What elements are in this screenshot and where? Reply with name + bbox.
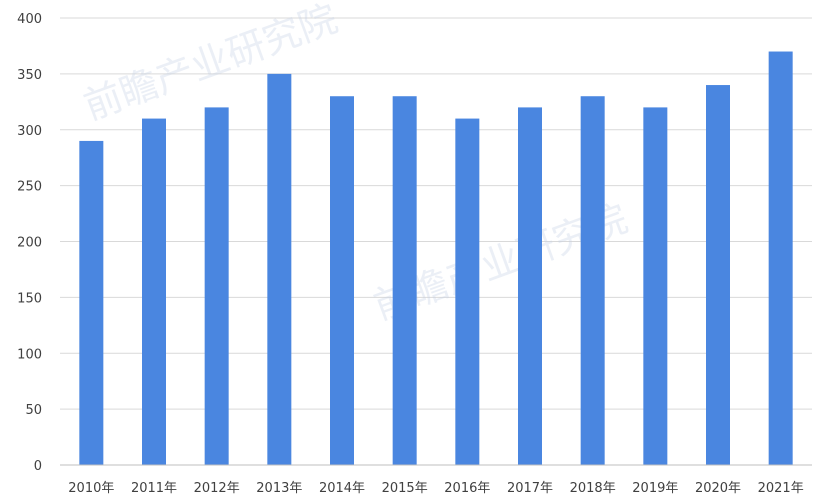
- bar-2016年: [455, 118, 480, 465]
- y-tick-label: 400: [17, 12, 42, 27]
- x-tick-label: 2019年: [632, 481, 678, 496]
- x-axis-ticks: 2010年 2011年 2012年 2013年 2014年 2015年 2016年 2017年…: [68, 481, 803, 496]
- y-tick-label: 300: [17, 124, 42, 139]
- y-tick-label: 50: [25, 403, 42, 418]
- y-tick-label: 350: [17, 68, 42, 83]
- x-tick-label: 2014年: [319, 481, 365, 496]
- y-tick-label: 100: [17, 347, 42, 362]
- bar-2018年: [580, 96, 605, 465]
- x-tick-label: 2021年: [758, 481, 804, 496]
- bar-2011年: [142, 118, 166, 465]
- x-tick-label: 2012年: [194, 481, 240, 496]
- y-tick-label: 150: [17, 291, 42, 306]
- bar-2014年: [330, 96, 354, 465]
- bar-2010年: [79, 140, 104, 466]
- bar-2012年: [204, 107, 229, 466]
- bar-2019年: [643, 107, 668, 466]
- bar-2017年: [518, 107, 542, 466]
- y-tick-label: 0: [34, 459, 42, 474]
- y-tick-label: 250: [17, 180, 42, 195]
- x-tick-label: 2020年: [695, 481, 741, 496]
- bars: [79, 51, 793, 466]
- y-axis-ticks: 0 50 100 150 200 250 300 350 400: [17, 12, 42, 474]
- bar-2015年: [392, 96, 417, 465]
- x-tick-label: 2018年: [570, 481, 616, 496]
- gridlines: [60, 17, 812, 410]
- x-tick-label: 2011年: [131, 481, 177, 496]
- bar-2021年: [768, 51, 793, 466]
- bar-2020年: [706, 85, 730, 466]
- x-tick-label: 2015年: [382, 481, 428, 496]
- x-tick-label: 2013年: [256, 481, 302, 496]
- y-tick-label: 200: [17, 236, 42, 251]
- x-tick-label: 2016年: [444, 481, 490, 496]
- x-tick-label: 2017年: [507, 481, 553, 496]
- bar-2013年: [267, 73, 292, 465]
- x-tick-label: 2010年: [68, 481, 114, 496]
